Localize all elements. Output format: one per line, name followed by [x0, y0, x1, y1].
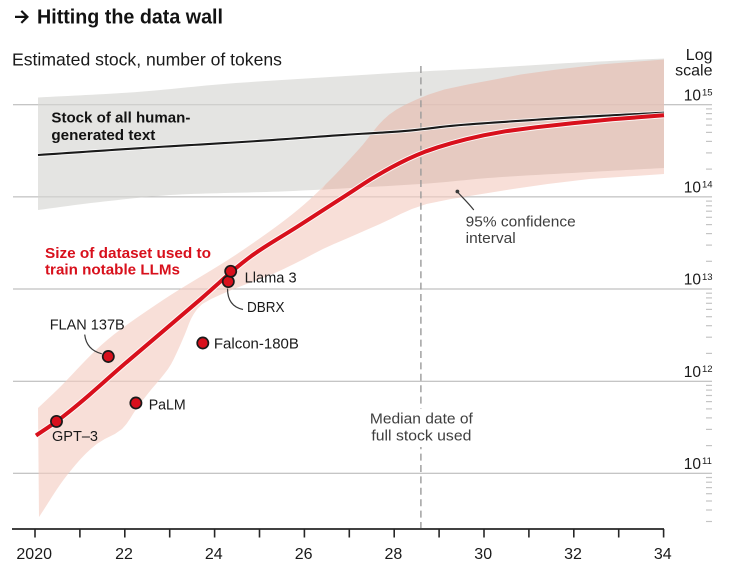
svg-text:22: 22 — [115, 546, 133, 563]
svg-text:Llama 3: Llama 3 — [245, 270, 297, 287]
svg-text:interval: interval — [466, 230, 516, 247]
svg-text:24: 24 — [205, 546, 223, 563]
svg-text:Log: Log — [686, 47, 713, 64]
svg-text:28: 28 — [385, 546, 403, 563]
svg-text:DBRX: DBRX — [247, 299, 285, 316]
svg-text:Hitting the data wall: Hitting the data wall — [37, 7, 223, 29]
svg-text:26: 26 — [295, 546, 313, 563]
svg-text:14: 14 — [702, 180, 713, 191]
svg-text:PaLM: PaLM — [149, 397, 186, 414]
svg-text:full stock used: full stock used — [371, 429, 471, 445]
svg-text:30: 30 — [474, 546, 492, 563]
svg-text:Median date of: Median date of — [370, 412, 474, 428]
svg-text:10: 10 — [684, 272, 702, 289]
svg-text:10: 10 — [684, 364, 702, 381]
svg-text:10: 10 — [684, 456, 702, 473]
svg-text:12: 12 — [702, 364, 713, 375]
svg-text:10: 10 — [684, 180, 702, 197]
svg-text:32: 32 — [564, 546, 582, 563]
svg-text:scale: scale — [675, 63, 712, 80]
svg-text:generated text: generated text — [51, 127, 155, 144]
svg-text:95% confidence: 95% confidence — [466, 214, 576, 231]
svg-text:15: 15 — [702, 88, 713, 99]
svg-text:11: 11 — [702, 456, 712, 467]
svg-text:FLAN 137B: FLAN 137B — [50, 317, 125, 334]
svg-text:GPT–3: GPT–3 — [52, 428, 98, 445]
svg-text:10: 10 — [684, 87, 702, 104]
svg-text:Estimated stock, number of tok: Estimated stock, number of tokens — [12, 50, 282, 70]
svg-text:2020: 2020 — [16, 546, 52, 563]
svg-text:Stock of all human-: Stock of all human- — [51, 109, 190, 126]
svg-text:train notable LLMs: train notable LLMs — [45, 262, 180, 279]
svg-text:13: 13 — [702, 272, 713, 283]
svg-text:34: 34 — [654, 546, 672, 563]
svg-text:Falcon-180B: Falcon-180B — [214, 336, 299, 353]
svg-text:Size of dataset used to: Size of dataset used to — [45, 245, 211, 262]
